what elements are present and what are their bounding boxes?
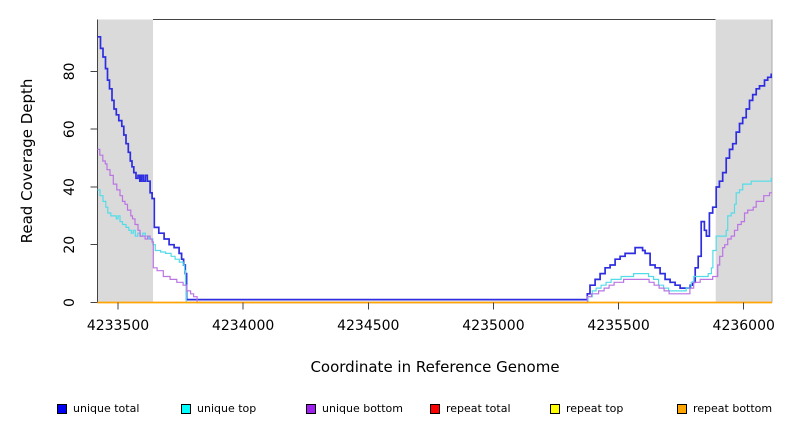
y-tick-label: 20 <box>62 236 78 254</box>
shaded-region-left-flank <box>97 19 154 303</box>
shaded-region-right-flank <box>715 19 772 303</box>
y-tick-label: 40 <box>62 178 78 196</box>
x-tick-label: 4235500 <box>587 318 649 334</box>
x-tick-label: 4234000 <box>212 318 274 334</box>
y-tick-label: 60 <box>62 120 78 138</box>
y-tick-label: 80 <box>62 63 78 81</box>
x-tick-label: 4233500 <box>87 318 149 334</box>
x-tick-label: 4236000 <box>713 318 775 334</box>
y-axis-title: Read Coverage Depth <box>18 78 36 244</box>
series-line-unique-bottom <box>97 148 772 304</box>
x-axis-title: Coordinate in Reference Genome <box>310 358 560 376</box>
series-line-unique-total <box>97 35 773 301</box>
x-tick-label: 4235000 <box>462 318 524 334</box>
y-tick-label: 0 <box>62 298 78 307</box>
x-tick-label: 4234500 <box>337 318 399 334</box>
series-line-unique-top <box>97 177 772 304</box>
